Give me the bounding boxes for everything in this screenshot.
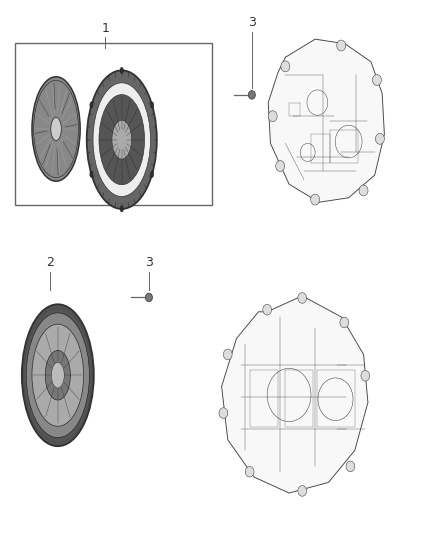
- Ellipse shape: [45, 350, 71, 400]
- Ellipse shape: [93, 83, 151, 197]
- Ellipse shape: [32, 77, 80, 181]
- Ellipse shape: [112, 120, 131, 159]
- Circle shape: [298, 486, 307, 496]
- Circle shape: [245, 466, 254, 477]
- Ellipse shape: [151, 171, 154, 177]
- Ellipse shape: [51, 362, 64, 388]
- Circle shape: [281, 61, 290, 72]
- Ellipse shape: [99, 95, 145, 185]
- Polygon shape: [222, 296, 368, 493]
- Circle shape: [361, 370, 370, 381]
- Circle shape: [219, 408, 228, 418]
- Circle shape: [248, 91, 255, 99]
- Circle shape: [372, 75, 381, 85]
- Circle shape: [223, 349, 232, 360]
- Circle shape: [346, 461, 355, 472]
- Ellipse shape: [87, 70, 157, 209]
- Circle shape: [340, 317, 349, 328]
- Bar: [15, 43, 212, 205]
- Ellipse shape: [32, 324, 84, 426]
- Ellipse shape: [26, 313, 89, 438]
- Circle shape: [298, 293, 307, 303]
- Circle shape: [375, 133, 385, 144]
- Ellipse shape: [90, 102, 93, 108]
- Circle shape: [337, 40, 346, 51]
- Ellipse shape: [120, 206, 124, 212]
- Ellipse shape: [90, 171, 93, 177]
- Text: 3: 3: [248, 17, 256, 29]
- Circle shape: [276, 160, 285, 172]
- Text: 3: 3: [145, 256, 153, 269]
- Ellipse shape: [22, 304, 94, 446]
- Polygon shape: [268, 39, 385, 202]
- Circle shape: [263, 304, 272, 315]
- Ellipse shape: [120, 67, 124, 74]
- Ellipse shape: [51, 117, 61, 141]
- Ellipse shape: [151, 102, 154, 108]
- Circle shape: [359, 185, 368, 196]
- Circle shape: [145, 293, 152, 302]
- Text: 2: 2: [46, 256, 54, 269]
- Text: 1: 1: [101, 22, 109, 35]
- Circle shape: [311, 194, 320, 205]
- Circle shape: [268, 111, 277, 122]
